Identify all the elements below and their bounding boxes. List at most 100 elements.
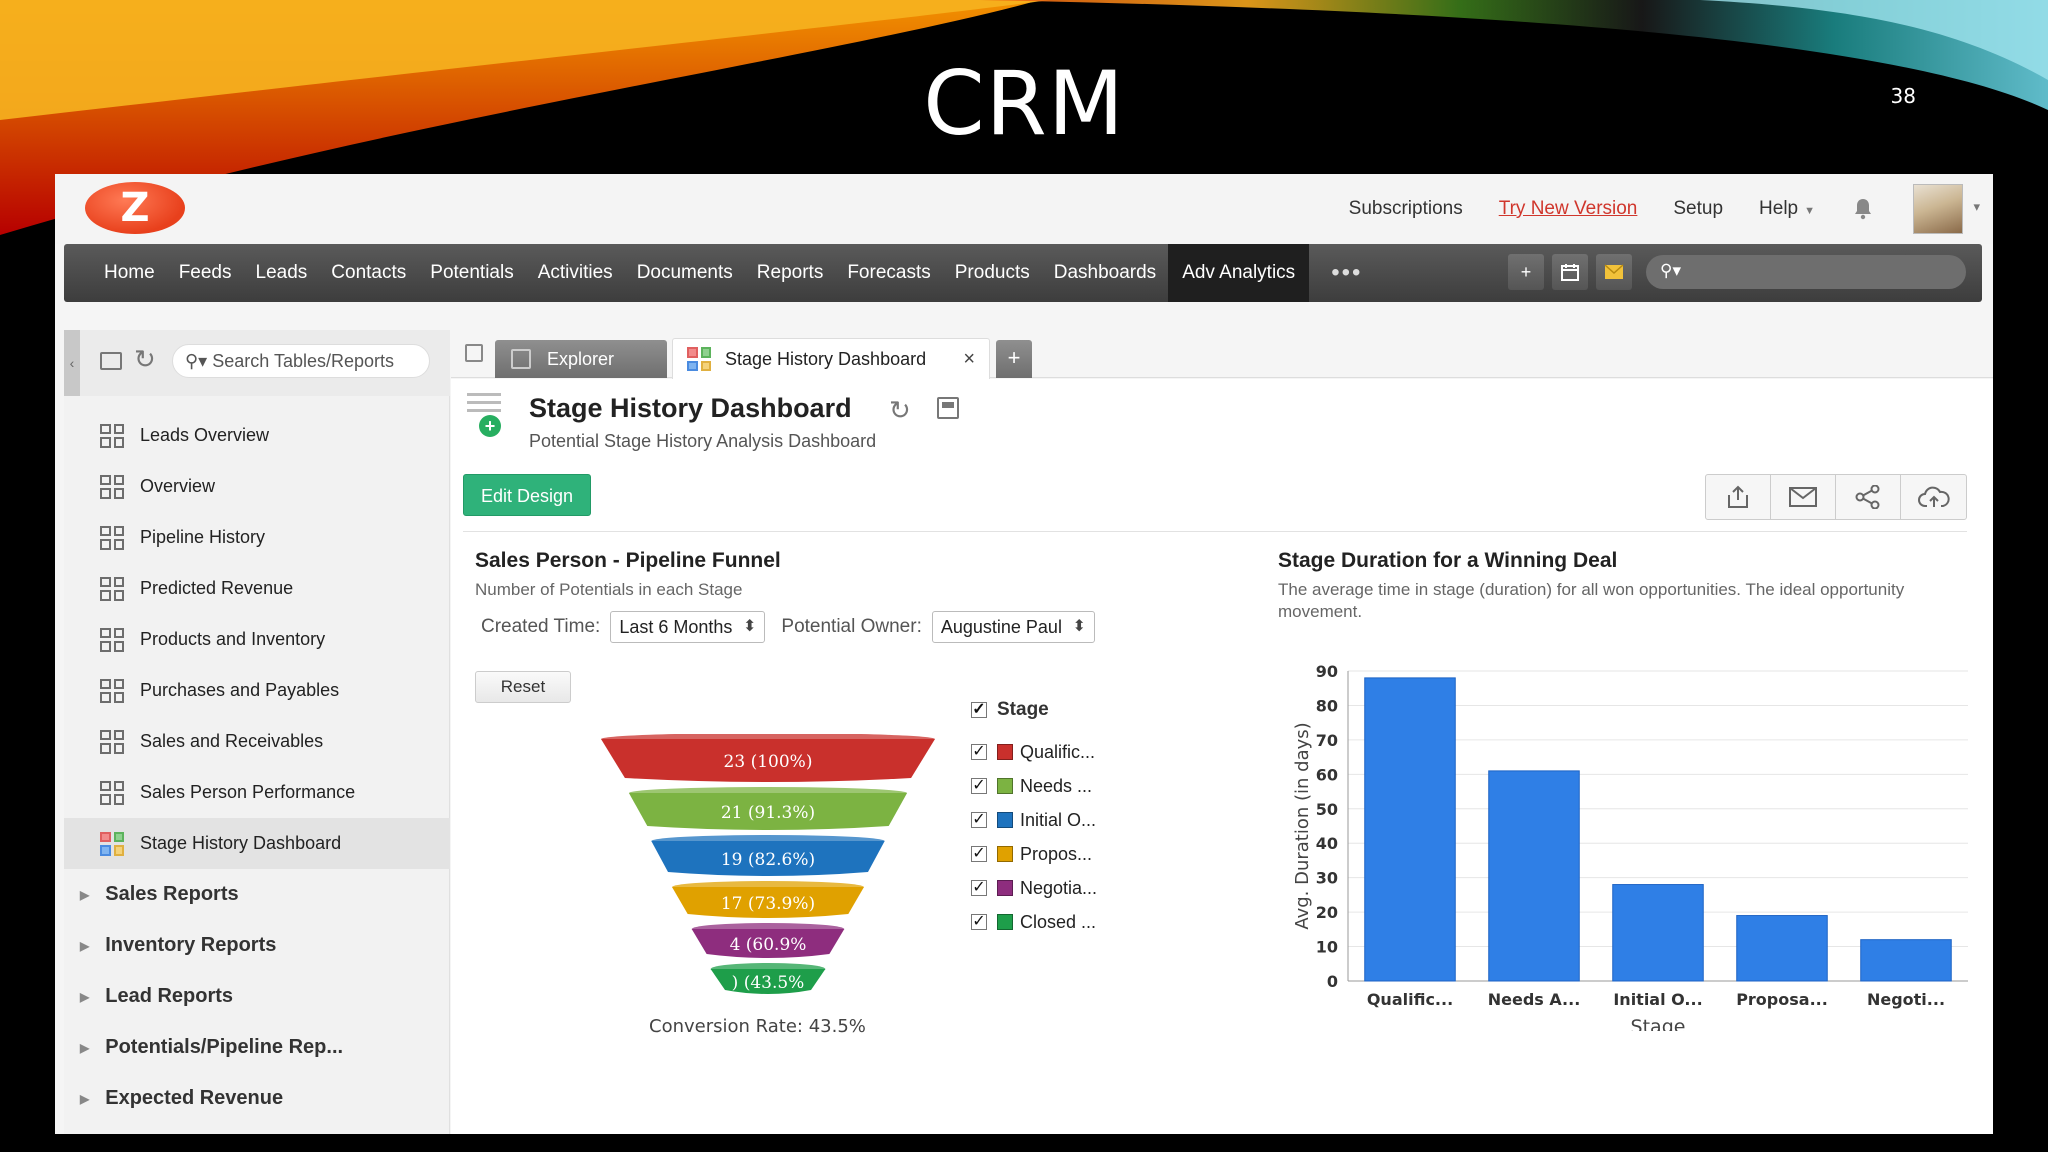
calendar-button[interactable] [1552, 254, 1588, 290]
sidebar-group-lead-reports[interactable]: ▶ Lead Reports [64, 971, 450, 1022]
sidebar-item-stage-history-dashboard[interactable]: Stage History Dashboard [64, 818, 450, 869]
dashboard-icon [100, 729, 124, 754]
nav-contacts[interactable]: Contacts [331, 262, 407, 283]
funnel-segment[interactable]: 17 (73.9%) [672, 881, 864, 918]
funnel-segment[interactable]: ) (43.5% [710, 963, 826, 994]
dashboard-icon [100, 474, 124, 499]
funnel-label: 21 (91.3%) [721, 803, 815, 823]
nav-feeds[interactable]: Feeds [178, 262, 232, 283]
sidebar-group-expected-revenue[interactable]: ▶ Expected Revenue [64, 1073, 450, 1124]
funnel-segment[interactable]: 19 (82.6%) [651, 835, 885, 876]
legend-label: Propos... [1020, 843, 1093, 864]
legend-swatch [997, 812, 1013, 828]
folder-icon[interactable] [100, 352, 122, 370]
nav-potentials[interactable]: Potentials [430, 262, 514, 283]
legend-item[interactable]: ✓ Closed ... [971, 905, 1097, 939]
edit-design-button[interactable]: Edit Design [463, 474, 591, 516]
setup-link[interactable]: Setup [1673, 198, 1724, 219]
close-icon[interactable]: × [963, 348, 975, 370]
nav-home[interactable]: Home [104, 262, 155, 283]
help-menu[interactable]: Help ▼ [1759, 198, 1815, 220]
refresh-icon[interactable]: ↻ [889, 395, 911, 425]
bar-chart: 0 10 20 30 40 50 60 70 80 90 Qualific... Needs A...… [1292, 662, 1968, 1031]
sidebar-collapse-button[interactable]: ‹ [64, 330, 80, 396]
funnel-segment[interactable]: 23 (100%) [601, 734, 935, 782]
legend-swatch [997, 914, 1013, 930]
export-button[interactable] [1706, 475, 1771, 519]
tab-explorer[interactable]: Explorer [495, 340, 667, 378]
funnel-label: ) (43.5% [732, 973, 805, 993]
legend-header[interactable]: ✓ Stage [971, 699, 1097, 721]
email-button[interactable] [1771, 475, 1836, 519]
sidebar-item-products-inventory[interactable]: Products and Inventory [64, 614, 450, 665]
sidebar-item-label: Overview [140, 476, 216, 496]
nav-dashboards[interactable]: Dashboards [1053, 262, 1157, 283]
mail-button[interactable] [1596, 254, 1632, 290]
subscriptions-link[interactable]: Subscriptions [1348, 198, 1463, 219]
sidebar-item-label: Sales Person Performance [140, 782, 356, 802]
expand-arrow-icon: ▶ [80, 938, 90, 953]
expand-arrow-icon: ▶ [80, 989, 90, 1004]
legend-item[interactable]: ✓ Qualific... [971, 735, 1097, 769]
add-tab-button[interactable]: + [996, 340, 1032, 378]
bar[interactable] [1736, 915, 1828, 982]
reset-button[interactable]: Reset [475, 671, 571, 703]
save-icon[interactable] [937, 397, 959, 419]
refresh-icon[interactable]: ↻ [134, 344, 156, 374]
widget-title: Stage Duration for a Winning Deal [1278, 549, 1618, 572]
created-time-select[interactable]: Last 6 Months [610, 611, 766, 643]
dashboard-icon [100, 678, 124, 703]
legend-swatch [997, 846, 1013, 862]
dashboard-add-icon[interactable]: + [467, 393, 501, 437]
sidebar-item-overview[interactable]: Overview [64, 461, 450, 512]
sidebar-item-purchases-payables[interactable]: Purchases and Payables [64, 665, 450, 716]
y-tick-label: 90 [1316, 662, 1338, 681]
y-tick-label: 60 [1316, 765, 1338, 784]
legend-label: Initial O... [1020, 809, 1097, 830]
sidebar-group-label: Inventory Reports [105, 934, 277, 956]
global-search-input[interactable]: ⚲▾ [1646, 255, 1966, 289]
legend-item[interactable]: ✓ Initial O... [971, 803, 1097, 837]
sidebar-group-potentials-pipeline[interactable]: ▶ Potentials/Pipeline Rep... [64, 1022, 450, 1073]
nav-activities[interactable]: Activities [537, 262, 613, 283]
bar[interactable] [1488, 770, 1580, 982]
bar[interactable] [1364, 677, 1456, 982]
legend-item[interactable]: ✓ Propos... [971, 837, 1097, 871]
nav-products[interactable]: Products [954, 262, 1030, 283]
pin-icon[interactable] [465, 344, 483, 362]
nav-forecasts[interactable]: Forecasts [847, 262, 931, 283]
sidebar-item-predicted-revenue[interactable]: Predicted Revenue [64, 563, 450, 614]
legend-item[interactable]: ✓ Negotia... [971, 871, 1097, 905]
bar[interactable] [1612, 884, 1704, 982]
nav-more-menu[interactable]: ••• [1331, 259, 1363, 286]
nav-documents[interactable]: Documents [636, 262, 733, 283]
sidebar-toolbar: ↻ ⚲▾ Search Tables/Reports [80, 330, 450, 396]
mail-icon [1604, 264, 1624, 279]
share-button[interactable] [1836, 475, 1901, 519]
quick-create-button[interactable]: + [1508, 254, 1544, 290]
avatar[interactable] [1913, 184, 1980, 234]
tab-stage-history-dashboard[interactable]: Stage History Dashboard × [672, 338, 990, 379]
nav-reports[interactable]: Reports [756, 262, 824, 283]
sidebar-group-sales-reports[interactable]: ▶ Sales Reports [64, 869, 450, 920]
nav-adv-analytics[interactable]: Adv Analytics [1168, 244, 1310, 302]
nav-leads[interactable]: Leads [255, 262, 308, 283]
legend-item[interactable]: ✓ Needs ... [971, 769, 1097, 803]
sidebar-item-sales-person-performance[interactable]: Sales Person Performance [64, 767, 450, 818]
publish-button[interactable] [1901, 475, 1966, 519]
top-bar: Z Subscriptions Try New Version Setup He… [55, 174, 1993, 244]
bar[interactable] [1860, 939, 1952, 982]
sidebar-item-leads-overview[interactable]: Leads Overview [64, 410, 450, 461]
zoho-logo[interactable]: Z [85, 182, 185, 234]
y-tick-label: 0 [1327, 972, 1338, 991]
sidebar-item-pipeline-history[interactable]: Pipeline History [64, 512, 450, 563]
legend-swatch [997, 880, 1013, 896]
try-new-version-link[interactable]: Try New Version [1498, 198, 1638, 219]
funnel-segment[interactable]: 21 (91.3%) [628, 787, 908, 830]
owner-select[interactable]: Augustine Paul [931, 611, 1095, 643]
sidebar-group-inventory-reports[interactable]: ▶ Inventory Reports [64, 920, 450, 971]
sidebar-search-input[interactable]: ⚲▾ Search Tables/Reports [172, 344, 430, 378]
sidebar-item-sales-receivables[interactable]: Sales and Receivables [64, 716, 450, 767]
funnel-segment[interactable]: 4 (60.9% [691, 923, 845, 958]
bell-icon[interactable] [1851, 197, 1875, 221]
